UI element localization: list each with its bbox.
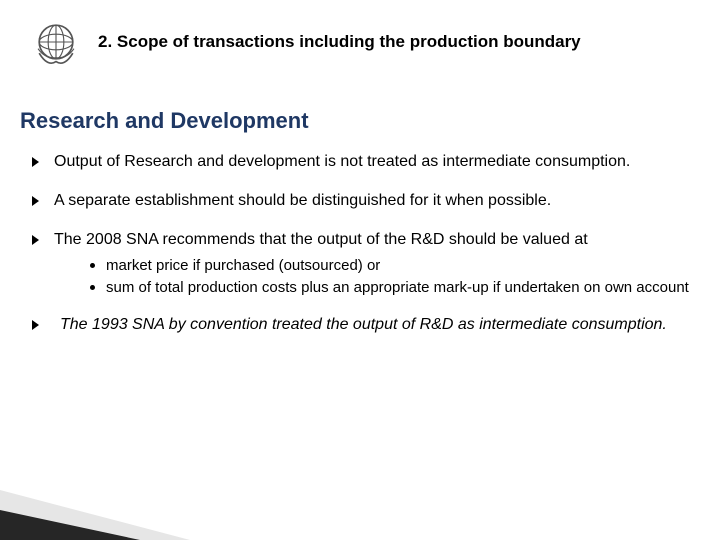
slide-header: 2. Scope of transactions including the p… [28,14,692,70]
slide-title: 2. Scope of transactions including the p… [98,31,581,52]
bullet-text: The 2008 SNA recommends that the output … [54,231,588,248]
bullet-text: The 1993 SNA by convention treated the o… [54,315,667,336]
list-item: Output of Research and development is no… [32,152,692,173]
bullet-text: Output of Research and development is no… [54,153,630,170]
un-logo-icon [28,14,84,70]
sub-bullet-list: market price if purchased (outsourced) o… [54,256,692,297]
bullet-text: A separate establishment should be disti… [54,192,551,209]
sub-bullet-text: market price if purchased (outsourced) o… [106,257,380,274]
list-item: A separate establishment should be disti… [32,191,692,212]
section-title: Research and Development [20,108,692,134]
bullet-list: Output of Research and development is no… [28,152,692,336]
decorative-wedge-icon [0,480,240,540]
list-item: The 1993 SNA by convention treated the o… [32,315,692,336]
list-item: The 2008 SNA recommends that the output … [32,230,692,298]
sub-bullet-text: sum of total production costs plus an ap… [106,279,689,296]
slide: 2. Scope of transactions including the p… [0,0,720,540]
list-item: sum of total production costs plus an ap… [90,278,692,298]
list-item: market price if purchased (outsourced) o… [90,256,692,276]
